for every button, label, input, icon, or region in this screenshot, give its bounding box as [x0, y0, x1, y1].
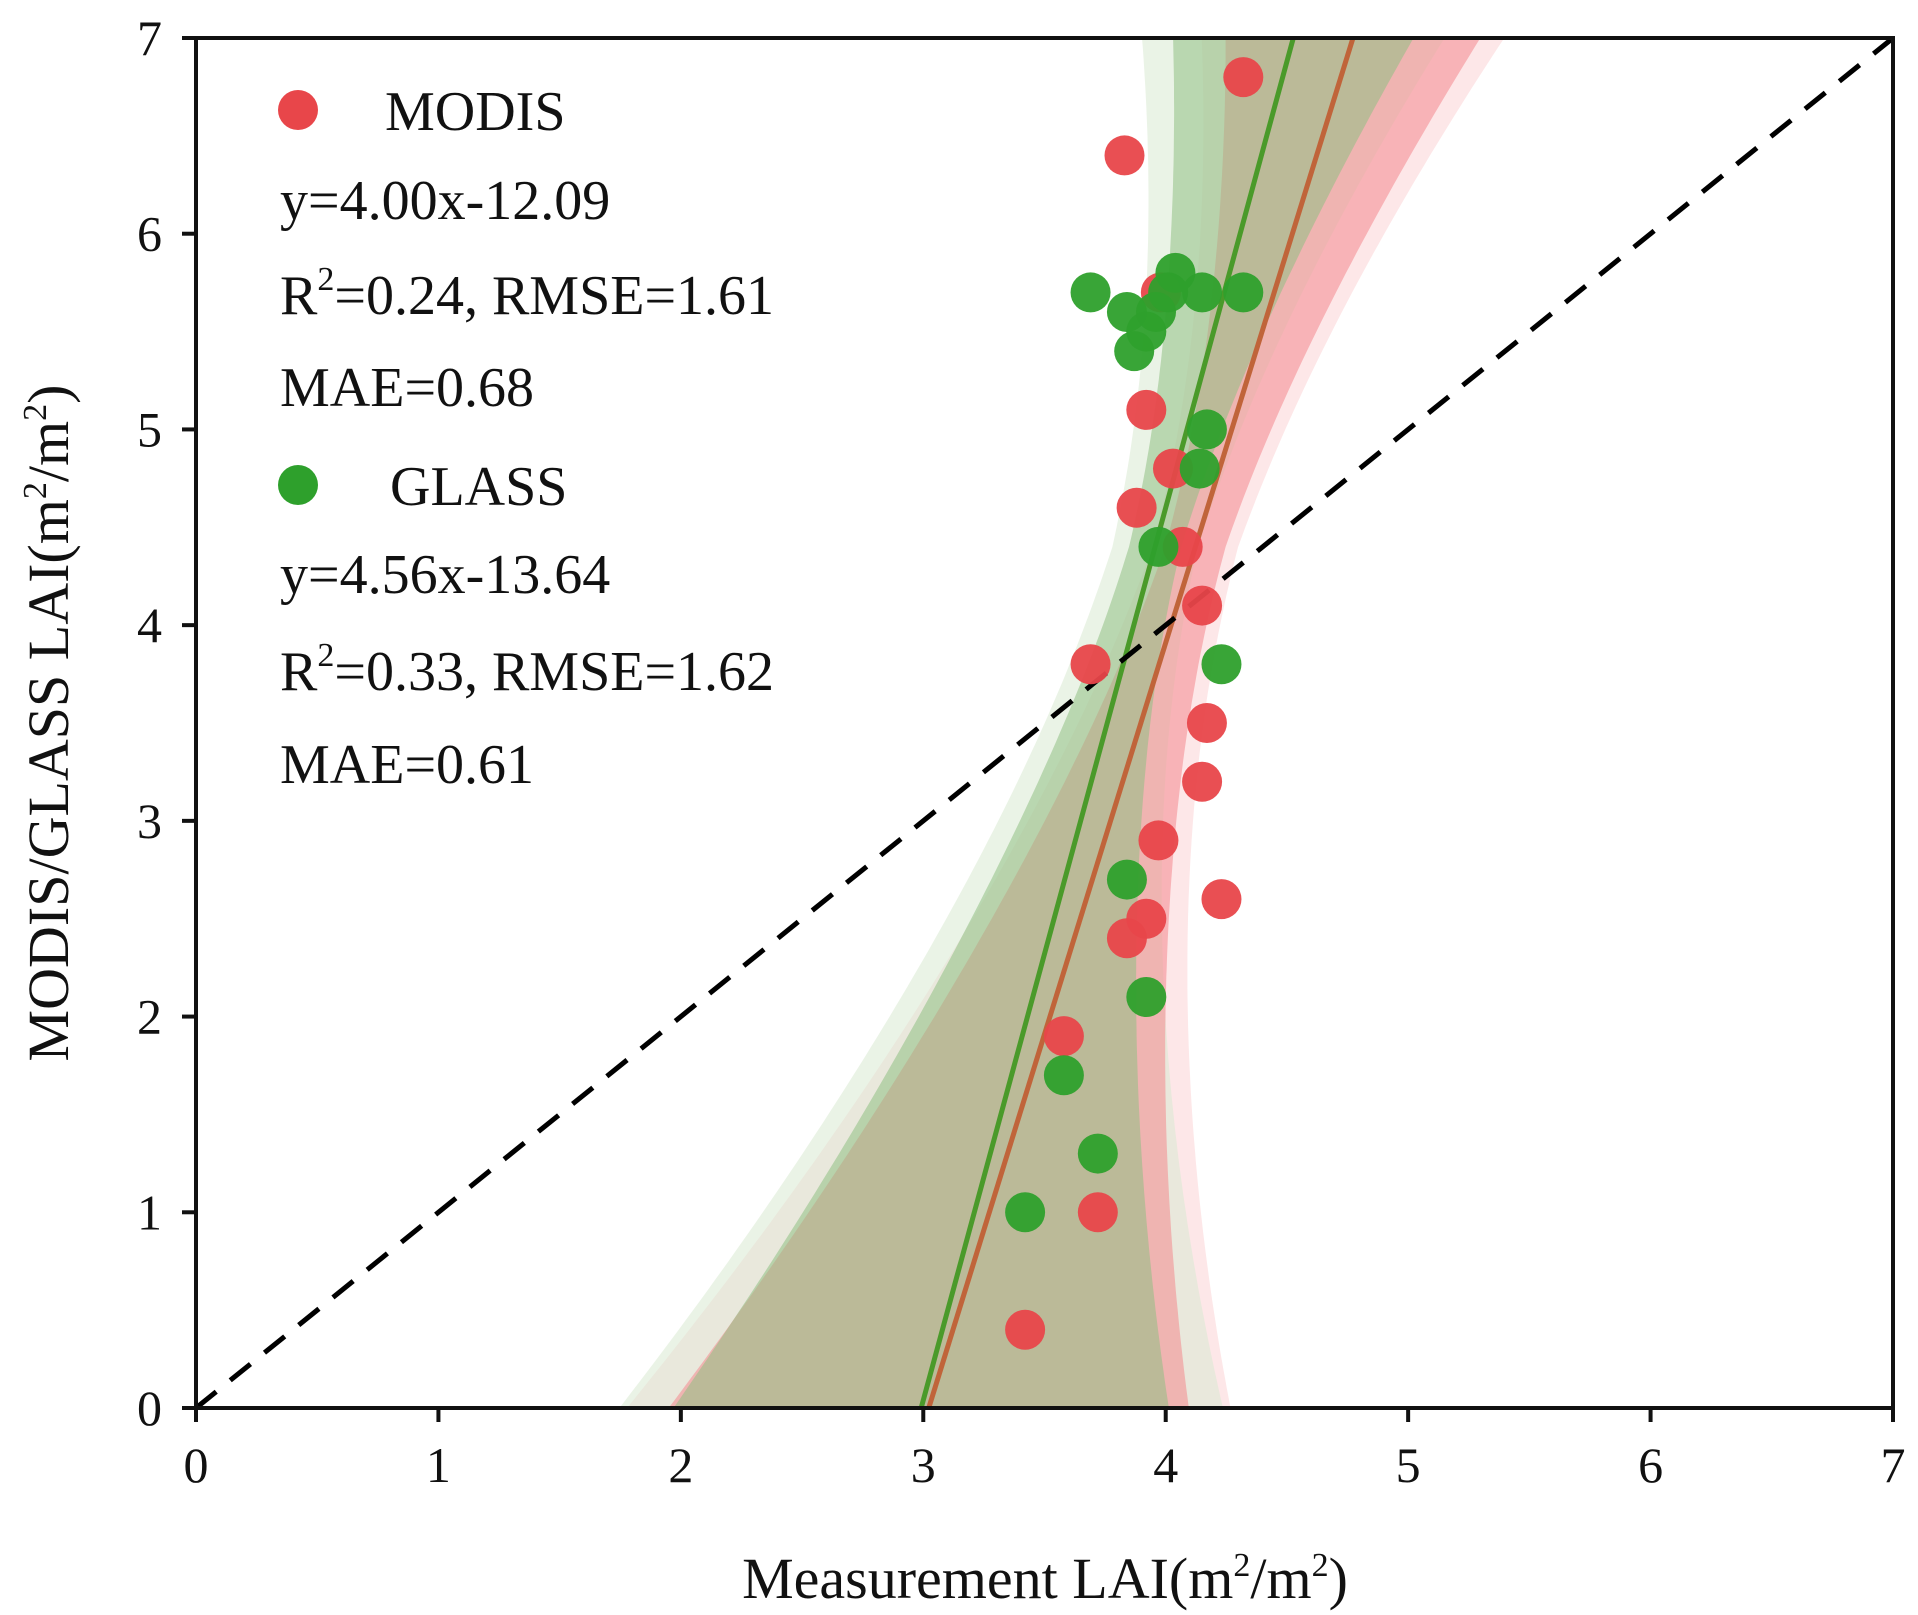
y-tick-label: 7	[137, 10, 162, 66]
modis-equation: y=4.00x-12.09	[280, 170, 610, 232]
modis-point	[1201, 879, 1242, 920]
glass-mae: MAE=0.61	[280, 734, 534, 796]
modis-point	[1070, 644, 1111, 685]
x-tick-label: 4	[1153, 1437, 1178, 1493]
glass-point	[1201, 644, 1242, 685]
modis-point	[1186, 703, 1227, 743]
confidence-bands	[619, 38, 1505, 1408]
modis-point	[1077, 1192, 1118, 1233]
glass-point	[1179, 448, 1220, 489]
modis-point	[1138, 820, 1179, 861]
modis-point	[1005, 1309, 1046, 1350]
modis-point	[1182, 761, 1223, 802]
y-tick-label: 1	[137, 1184, 162, 1240]
modis-point	[1126, 389, 1167, 430]
legend: MODIS y=4.00x-12.09 R2=0.24, RMSE=1.61 M…	[278, 81, 774, 796]
y-tick-label: 0	[137, 1380, 162, 1436]
y-tick-label: 5	[137, 401, 162, 457]
y-tick-label: 4	[137, 597, 162, 653]
glass-point	[1077, 1133, 1118, 1174]
modis-point	[1106, 918, 1147, 959]
modis-point	[1043, 1016, 1084, 1057]
regression-lines	[196, 38, 1893, 1408]
x-axis-title: Measurement LAI(m2/m2)	[742, 1546, 1348, 1611]
glass-point	[1223, 272, 1264, 313]
modis-fit-line	[926, 38, 1356, 1408]
x-tick-label: 1	[426, 1437, 451, 1493]
glass-point	[1070, 272, 1111, 313]
data-points	[1005, 57, 1264, 1350]
legend-marker-modis	[278, 90, 318, 130]
modis-point	[1182, 585, 1223, 626]
y-tick-label: 2	[137, 989, 162, 1045]
x-tick-label: 2	[668, 1437, 693, 1493]
glass-equation: y=4.56x-13.64	[280, 544, 610, 606]
modis-r2-rmse: R2=0.24, RMSE=1.61	[280, 261, 774, 327]
y-axis-ticks: 0 1 2 3 4 5 6 7	[137, 10, 196, 1436]
glass-point	[1126, 977, 1167, 1017]
x-axis-ticks: 0 1 2 3 4 5 6 7	[184, 1408, 1906, 1493]
glass-point	[1005, 1192, 1046, 1233]
one-to-one-reference-line	[196, 38, 1893, 1408]
modis-mae: MAE=0.68	[280, 357, 534, 419]
modis-point	[1104, 135, 1145, 176]
legend-marker-glass	[278, 465, 318, 505]
glass-point	[1043, 1055, 1084, 1096]
x-tick-label: 7	[1881, 1437, 1906, 1493]
legend-label-modis: MODIS	[385, 81, 565, 143]
modis-band-inner	[668, 38, 1481, 1408]
modis-point	[1223, 57, 1264, 98]
glass-point	[1106, 859, 1147, 900]
x-tick-label: 5	[1396, 1437, 1421, 1493]
glass-point	[1138, 526, 1179, 567]
x-tick-label: 3	[911, 1437, 936, 1493]
glass-r2-rmse: R2=0.33, RMSE=1.62	[280, 637, 774, 703]
glass-band-inner	[673, 38, 1414, 1408]
glass-point	[1182, 272, 1223, 313]
plot-frame	[194, 36, 1895, 1410]
y-tick-label: 6	[137, 206, 162, 262]
y-tick-label: 3	[137, 793, 162, 849]
legend-label-glass: GLASS	[390, 456, 567, 518]
x-tick-label: 6	[1638, 1437, 1663, 1493]
glass-point	[1114, 331, 1155, 372]
x-tick-label: 0	[184, 1437, 209, 1493]
glass-fit-line	[918, 38, 1296, 1408]
modis-point	[1116, 487, 1157, 528]
glass-point	[1186, 409, 1227, 450]
